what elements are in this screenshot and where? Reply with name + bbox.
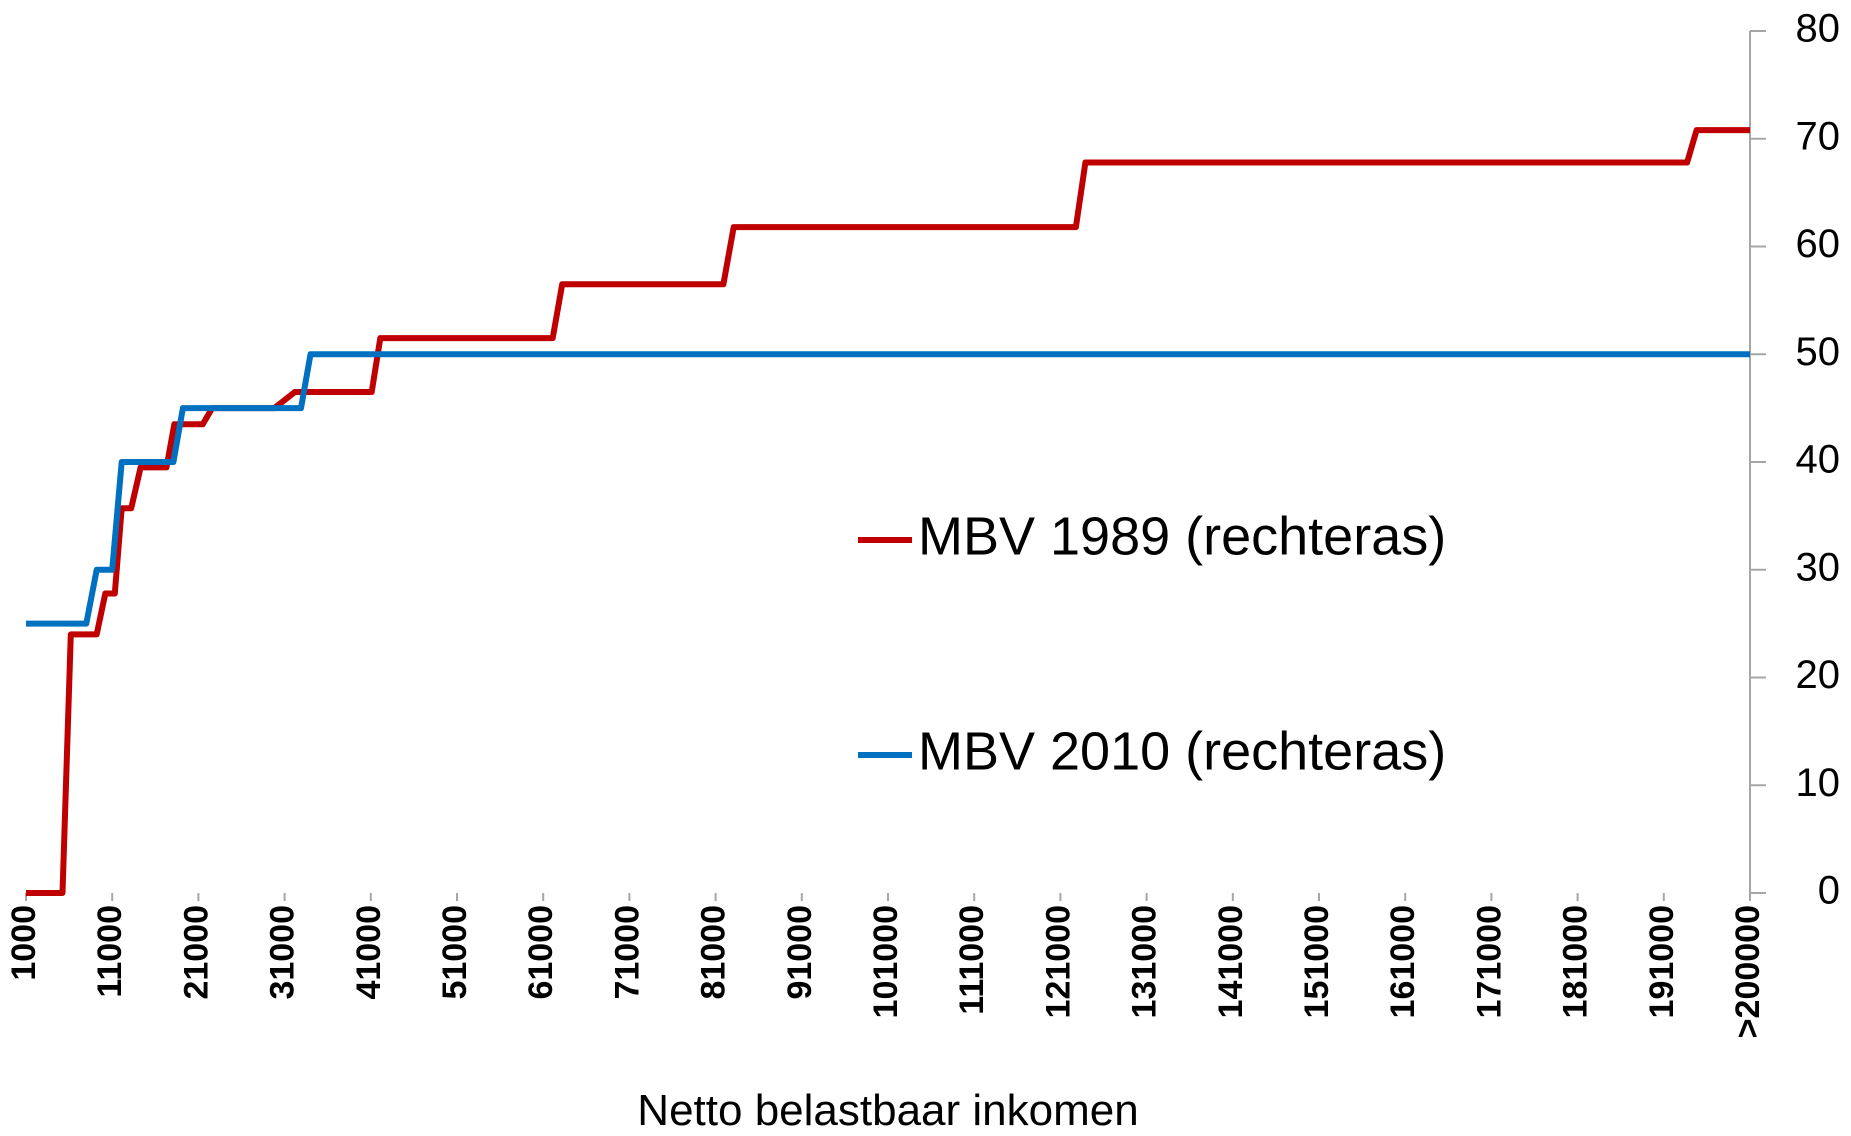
x-tick-label: 91000 [781,905,819,1000]
series-line [26,127,1750,896]
legend-label: MBV 1989 (rechteras) [918,506,1446,566]
x-tick-label: 11000 [91,905,129,998]
x-tick-label: 141000 [1212,905,1250,1018]
x-tick-label: 71000 [608,905,646,1000]
y-tick-label: 70 [1796,114,1841,158]
x-tick-label: 41000 [350,905,388,1000]
x-tick-label: 131000 [1126,905,1164,1018]
x-tick-label: 1000 [5,905,43,981]
x-tick-label: 61000 [522,905,560,1000]
x-tick-label: 51000 [436,905,474,1000]
x-tick-label: 181000 [1557,905,1595,1018]
y-tick-label: 30 [1796,545,1841,589]
x-tick-label: >200000 [1729,905,1767,1038]
x-axis-title: Netto belastbaar inkomen [637,1086,1138,1135]
x-tick-label: 21000 [177,905,215,1000]
x-tick-label: 151000 [1298,905,1336,1018]
y-tick-label: 80 [1796,7,1841,51]
y-tick-label: 0 [1818,869,1840,913]
x-tick-label: 171000 [1470,905,1508,1018]
y-tick-label: 20 [1796,653,1841,697]
x-tick-label: 121000 [1039,905,1077,1018]
legend-label: MBV 2010 (rechteras) [918,721,1446,781]
x-tick-label: 81000 [695,905,733,1000]
y-tick-label: 60 [1796,222,1841,266]
y-tick-label: 10 [1796,761,1841,805]
x-tick-label: 161000 [1384,905,1422,1018]
x-tick-label: 31000 [264,905,302,1000]
x-tick-label: 101000 [867,905,905,1018]
y-tick-label: 40 [1796,438,1841,482]
x-tick-label: 191000 [1643,905,1681,1018]
x-tick-label: 111000 [953,905,991,1015]
y-tick-label: 50 [1796,330,1841,374]
series-line [26,351,1750,627]
